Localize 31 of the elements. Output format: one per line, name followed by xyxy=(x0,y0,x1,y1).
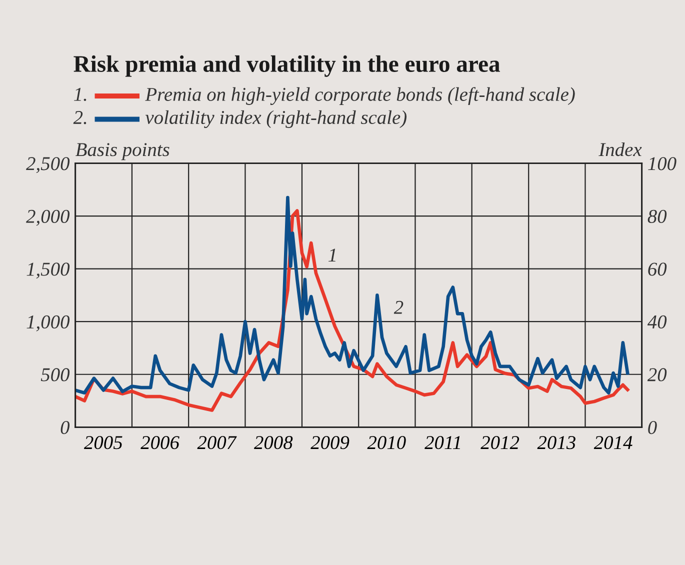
x-tick-label: 2006 xyxy=(140,436,180,450)
annotation: 1 xyxy=(328,248,336,262)
text: 1. xyxy=(74,88,86,101)
annotation: 2 xyxy=(394,300,404,314)
x-tick-label: 2013 xyxy=(537,436,576,450)
y2-tick-label: 40 xyxy=(647,315,667,329)
y-tick-label: 2,000 xyxy=(26,210,70,226)
y-tick-label: 0 xyxy=(60,420,70,434)
y2-tick-label: 20 xyxy=(647,368,667,382)
x-tick-label: 2009 xyxy=(310,436,350,450)
y2-tick-label: 0 xyxy=(648,420,657,434)
y-axis-title: Basis points xyxy=(76,143,170,160)
y-tick-label: 2,500 xyxy=(26,157,70,174)
y2-tick-label: 80 xyxy=(648,210,667,223)
legend-label: Premia on high-yield corporate bonds (left-hand scale) xyxy=(145,87,575,105)
y2-axis-title: Index xyxy=(598,142,642,156)
y2-tick-label: 100 xyxy=(648,157,676,170)
chart-title: Risk premia and volatility in the euro area xyxy=(74,55,500,77)
x-tick-label: 2011 xyxy=(424,436,460,450)
y2-tick-label: 60 xyxy=(648,262,667,276)
text: 2. xyxy=(73,111,86,124)
y-tick-label: 500 xyxy=(40,368,70,382)
x-tick-label: 2010 xyxy=(367,436,406,450)
y-tick-label: 1,000 xyxy=(26,315,70,332)
x-tick-label: 2014 xyxy=(594,436,632,450)
x-tick-label: 2007 xyxy=(197,436,237,450)
x-tick-label: 2005 xyxy=(84,436,122,450)
legend-label: volatility index (right-hand scale) xyxy=(145,110,407,128)
y-tick-label: 1,500 xyxy=(26,262,70,279)
x-tick-label: 2008 xyxy=(254,436,293,450)
x-tick-label: 2012 xyxy=(480,436,520,450)
